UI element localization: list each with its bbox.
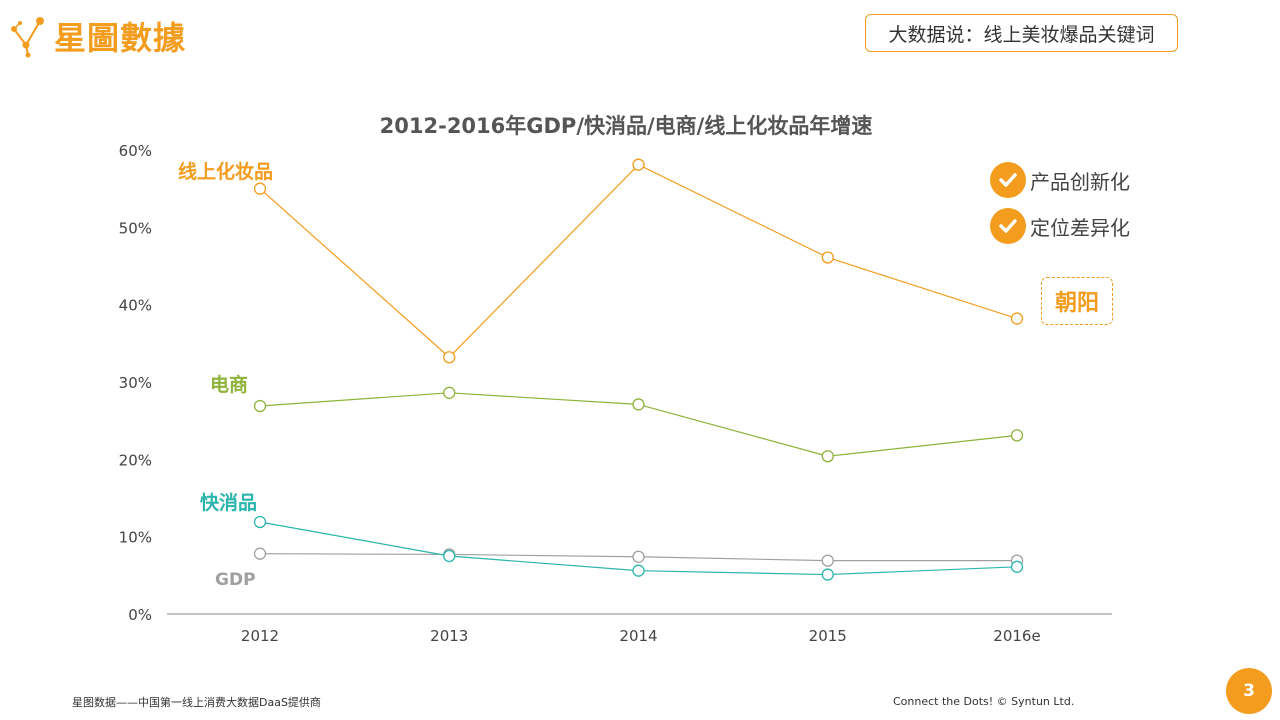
topic-banner: 大数据说：线上美妆爆品关键词 [865,14,1178,52]
series-label: 电商 [210,373,248,396]
check-circle-icon [990,162,1026,198]
data-point [821,251,834,264]
data-point [443,386,456,399]
y-tick-label: 20% [119,451,152,469]
callout-label: 朝阳 [1041,277,1113,325]
data-point [1010,560,1024,573]
series-label: 线上化妆品 [178,160,273,183]
y-tick-label: 10% [119,529,152,547]
chart-title: 2012-2016年GDP/快消品/电商/线上化妆品年增速 [379,114,873,138]
x-tick-label: 2012 [241,627,279,645]
y-tick-label: 50% [119,219,152,237]
footer-tagline: 星图数据——中国第一线上消费大数据DaaS提供商 [72,696,321,709]
page-number: 3 [1226,668,1272,714]
y-tick-label: 0% [128,606,152,624]
brand-name: 星圖數據 [54,19,187,57]
x-tick-label: 2015 [809,627,847,645]
y-tick-label: 30% [119,374,152,392]
series-label: GDP [215,570,256,590]
data-point [1010,429,1024,442]
badge-label: 产品创新化 [1030,169,1130,194]
badge-positioning: 定位差异化 [990,208,1130,244]
series-label: 快消品 [200,491,257,514]
data-point [253,182,267,195]
data-point [253,515,267,529]
x-tick-label: 2016e [993,627,1040,645]
data-point [1010,312,1024,325]
data-point [632,550,645,563]
data-point [821,450,834,463]
series-line [259,163,1018,359]
constellation-logo-icon [11,17,44,58]
y-tick-label: 60% [119,142,152,160]
data-point [632,158,645,171]
data-point [632,564,645,577]
check-circle-icon [990,208,1026,244]
y-tick-label: 40% [119,297,152,315]
footer-copyright: Connect the Dots! © Syntun Ltd. [893,695,1075,708]
x-tick-label: 2014 [619,627,657,645]
data-point [821,568,834,581]
x-tick-label: 2013 [430,627,468,645]
data-point [443,351,456,364]
data-point [253,399,267,413]
data-point [443,549,456,563]
badge-product-innovation: 产品创新化 [990,162,1130,198]
badge-label: 定位差异化 [1030,215,1130,240]
data-point [253,547,267,560]
brand-logo: 星圖數據 [6,10,206,62]
data-point [632,398,645,411]
data-point [821,554,834,567]
